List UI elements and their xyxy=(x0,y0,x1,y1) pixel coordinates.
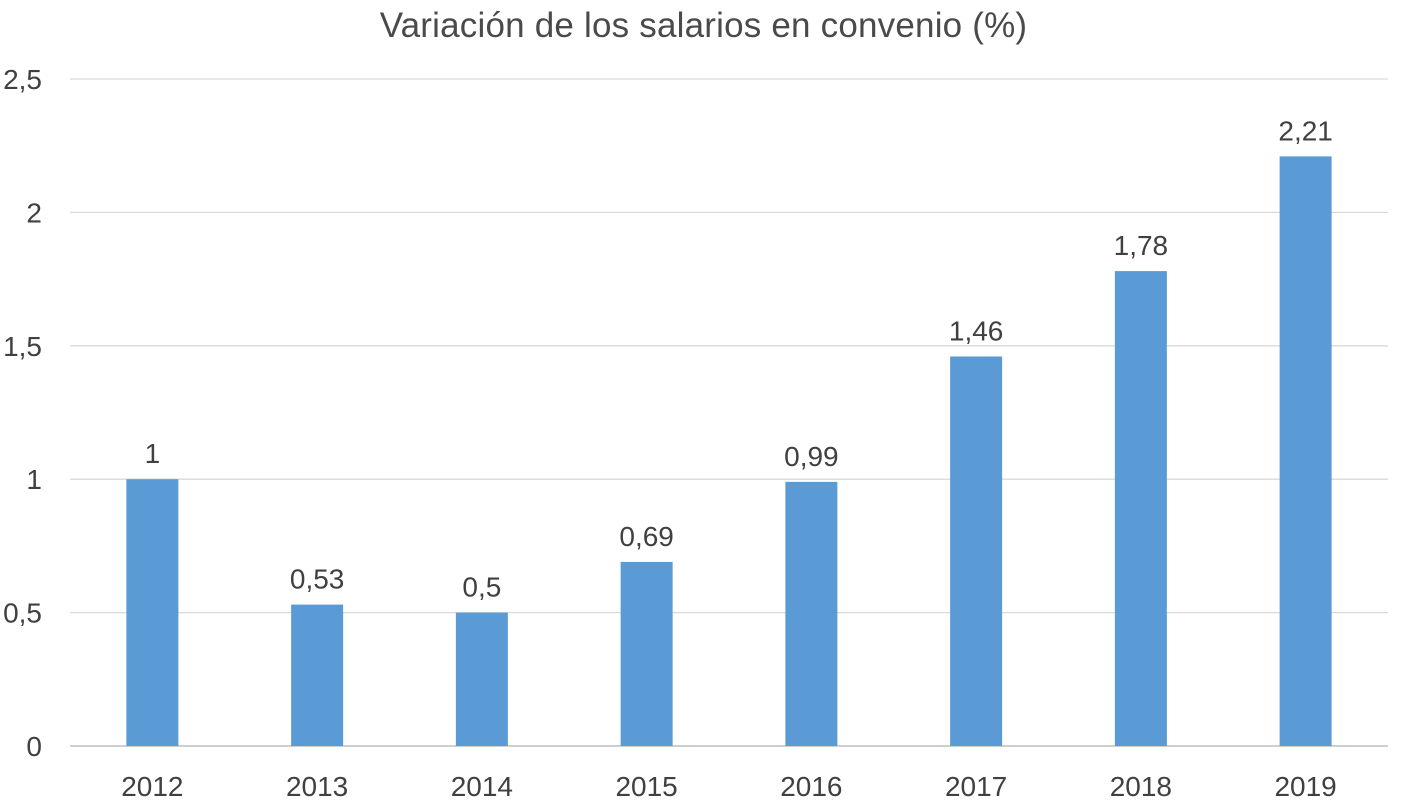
x-tick-label-2015: 2015 xyxy=(615,771,677,802)
data-label-2013: 0,53 xyxy=(290,564,345,595)
y-tick-label: 0,5 xyxy=(3,598,42,629)
data-label-2012: 1 xyxy=(145,438,161,469)
bars xyxy=(126,156,1332,746)
y-tick-label: 1,5 xyxy=(3,331,42,362)
x-tick-label-2019: 2019 xyxy=(1274,771,1336,802)
bar-2014 xyxy=(455,612,508,746)
data-label-2019: 2,21 xyxy=(1278,115,1333,146)
x-axis-tick-labels: 2012 2013 2014 2015 2016 2017 2018 2019 xyxy=(121,771,1337,802)
x-tick-label-2012: 2012 xyxy=(121,771,183,802)
data-label-2014: 0,5 xyxy=(462,572,501,603)
x-tick-label-2013: 2013 xyxy=(286,771,348,802)
bar-2018 xyxy=(1114,271,1167,746)
data-label-2015: 0,69 xyxy=(619,521,674,552)
bar-2012 xyxy=(126,479,179,746)
data-label-2016: 0,99 xyxy=(784,441,839,472)
y-tick-label: 2,5 xyxy=(3,64,42,95)
x-tick-label-2016: 2016 xyxy=(780,771,842,802)
y-tick-label: 1 xyxy=(26,464,42,495)
y-tick-label: 0 xyxy=(26,731,42,762)
bar-2017 xyxy=(950,356,1003,746)
x-tick-label-2017: 2017 xyxy=(945,771,1007,802)
gridlines xyxy=(70,78,1388,747)
bar-2016 xyxy=(785,481,838,746)
data-label-2017: 1,46 xyxy=(949,315,1004,346)
chart-title: Variación de los salarios en convenio (%… xyxy=(379,6,1028,45)
x-tick-label-2014: 2014 xyxy=(451,771,513,802)
data-labels: 1 0,53 0,5 0,69 0,99 1,46 1,78 2,21 xyxy=(145,115,1333,602)
data-label-2018: 1,78 xyxy=(1114,230,1169,261)
y-axis-tick-labels: 0 0,5 1 1,5 2 2,5 xyxy=(3,64,42,762)
y-tick-label: 2 xyxy=(26,197,42,228)
bar-2019 xyxy=(1279,156,1332,746)
x-tick-label-2018: 2018 xyxy=(1110,771,1172,802)
bar-2015 xyxy=(620,561,673,746)
bar-2013 xyxy=(291,604,344,746)
